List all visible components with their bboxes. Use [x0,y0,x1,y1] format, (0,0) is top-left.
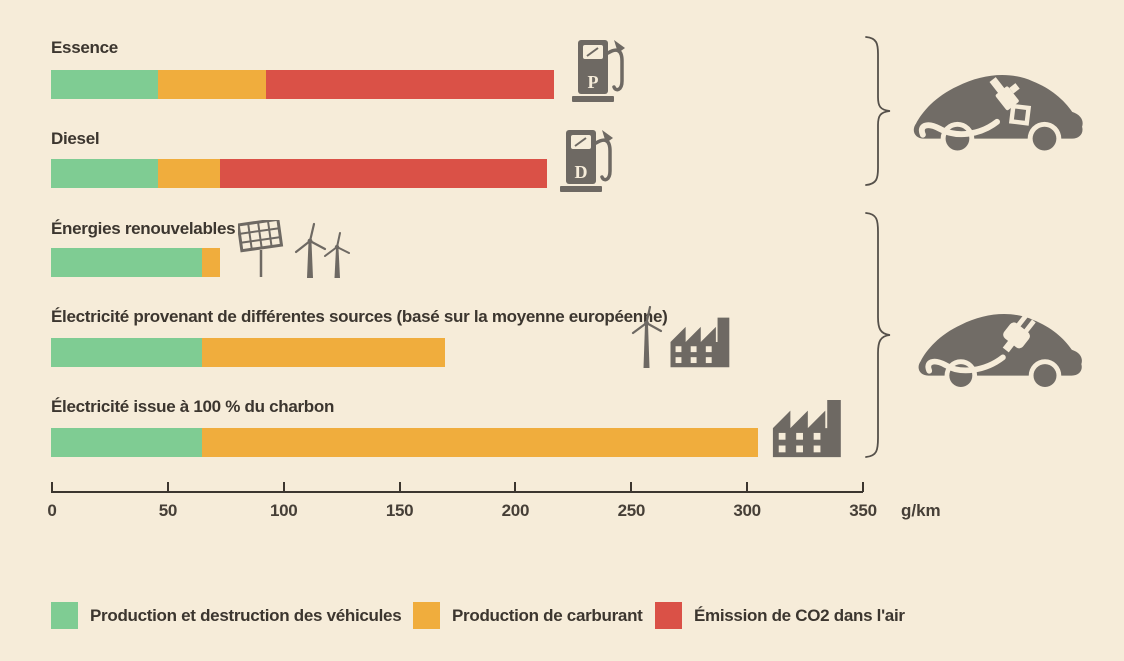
x-axis-line [51,491,863,493]
bar-essence [51,70,554,99]
x-axis-tick-label: 250 [617,501,646,520]
x-axis-tick [398,482,401,492]
bar-segment [157,159,221,188]
x-axis-unit: g/km [901,501,941,520]
row-label-essence: Essence [51,38,118,57]
fuel-group-brace [863,36,893,186]
bar-segment [201,248,221,277]
x-axis-tick [746,482,749,492]
row-label-diesel: Diesel [51,129,100,148]
x-axis-tick-label: 50 [158,501,178,520]
factory-icon [770,398,850,460]
bar-segment [201,428,758,457]
bar-segment [51,70,158,99]
diesel-pump-icon: D [558,127,616,193]
solar-panel-wind-turbines-icon [238,220,350,280]
row-label-renouvelables: Énergies renouvelables [51,219,236,238]
legend-label: Production de carburant [452,605,643,625]
x-axis-tick-label: 300 [733,501,761,520]
x-axis-tick-label: 100 [269,501,298,520]
bar-segment [266,70,554,99]
bar-diesel [51,159,547,188]
bar-segment [51,159,158,188]
wind-turbine-factory-icon [626,306,734,370]
legend-swatch-green [51,602,78,629]
legend-label: Émission de CO2 dans l'air [694,605,905,625]
bar-segment [51,338,202,367]
bar-segment [201,338,445,367]
x-axis-tick-label: 200 [501,501,530,520]
x-axis-tick [51,482,53,492]
legend-item-emission-co2: Émission de CO2 dans l'air [655,602,905,629]
petrol-pump-icon: P [570,37,628,103]
x-axis-tick [862,482,864,492]
diesel-letter: D [575,162,588,182]
petrol-letter: P [588,72,599,92]
x-axis-tick-label: 350 [849,501,877,520]
bar-charbon [51,428,758,457]
x-axis-tick-label: 0 [47,501,57,520]
car-electric-icon [911,300,1091,388]
x-axis-tick [630,482,633,492]
bar-segment [157,70,267,99]
legend-swatch-orange [413,602,440,629]
bar-mix-europeen [51,338,445,367]
row-label-mix-europeen: Électricité provenant de différentes sou… [51,307,668,326]
row-label-charbon: Électricité issue à 100 % du charbon [51,397,335,416]
car-fuel-icon [910,60,1088,152]
electric-group-brace [863,212,893,458]
x-axis-tick-label: 150 [385,501,414,520]
legend-item-production-carburant: Production de carburant [413,602,643,629]
bar-segment [51,428,202,457]
x-axis-tick [166,482,169,492]
bar-segment [220,159,547,188]
x-axis-tick [282,482,285,492]
bar-renouvelables [51,248,221,277]
legend-item-production-vehicules: Production et destruction des véhicules [51,602,402,629]
bar-segment [51,248,202,277]
legend-label: Production et destruction des véhicules [90,605,402,625]
x-axis-tick [514,482,517,492]
legend-swatch-red [655,602,682,629]
